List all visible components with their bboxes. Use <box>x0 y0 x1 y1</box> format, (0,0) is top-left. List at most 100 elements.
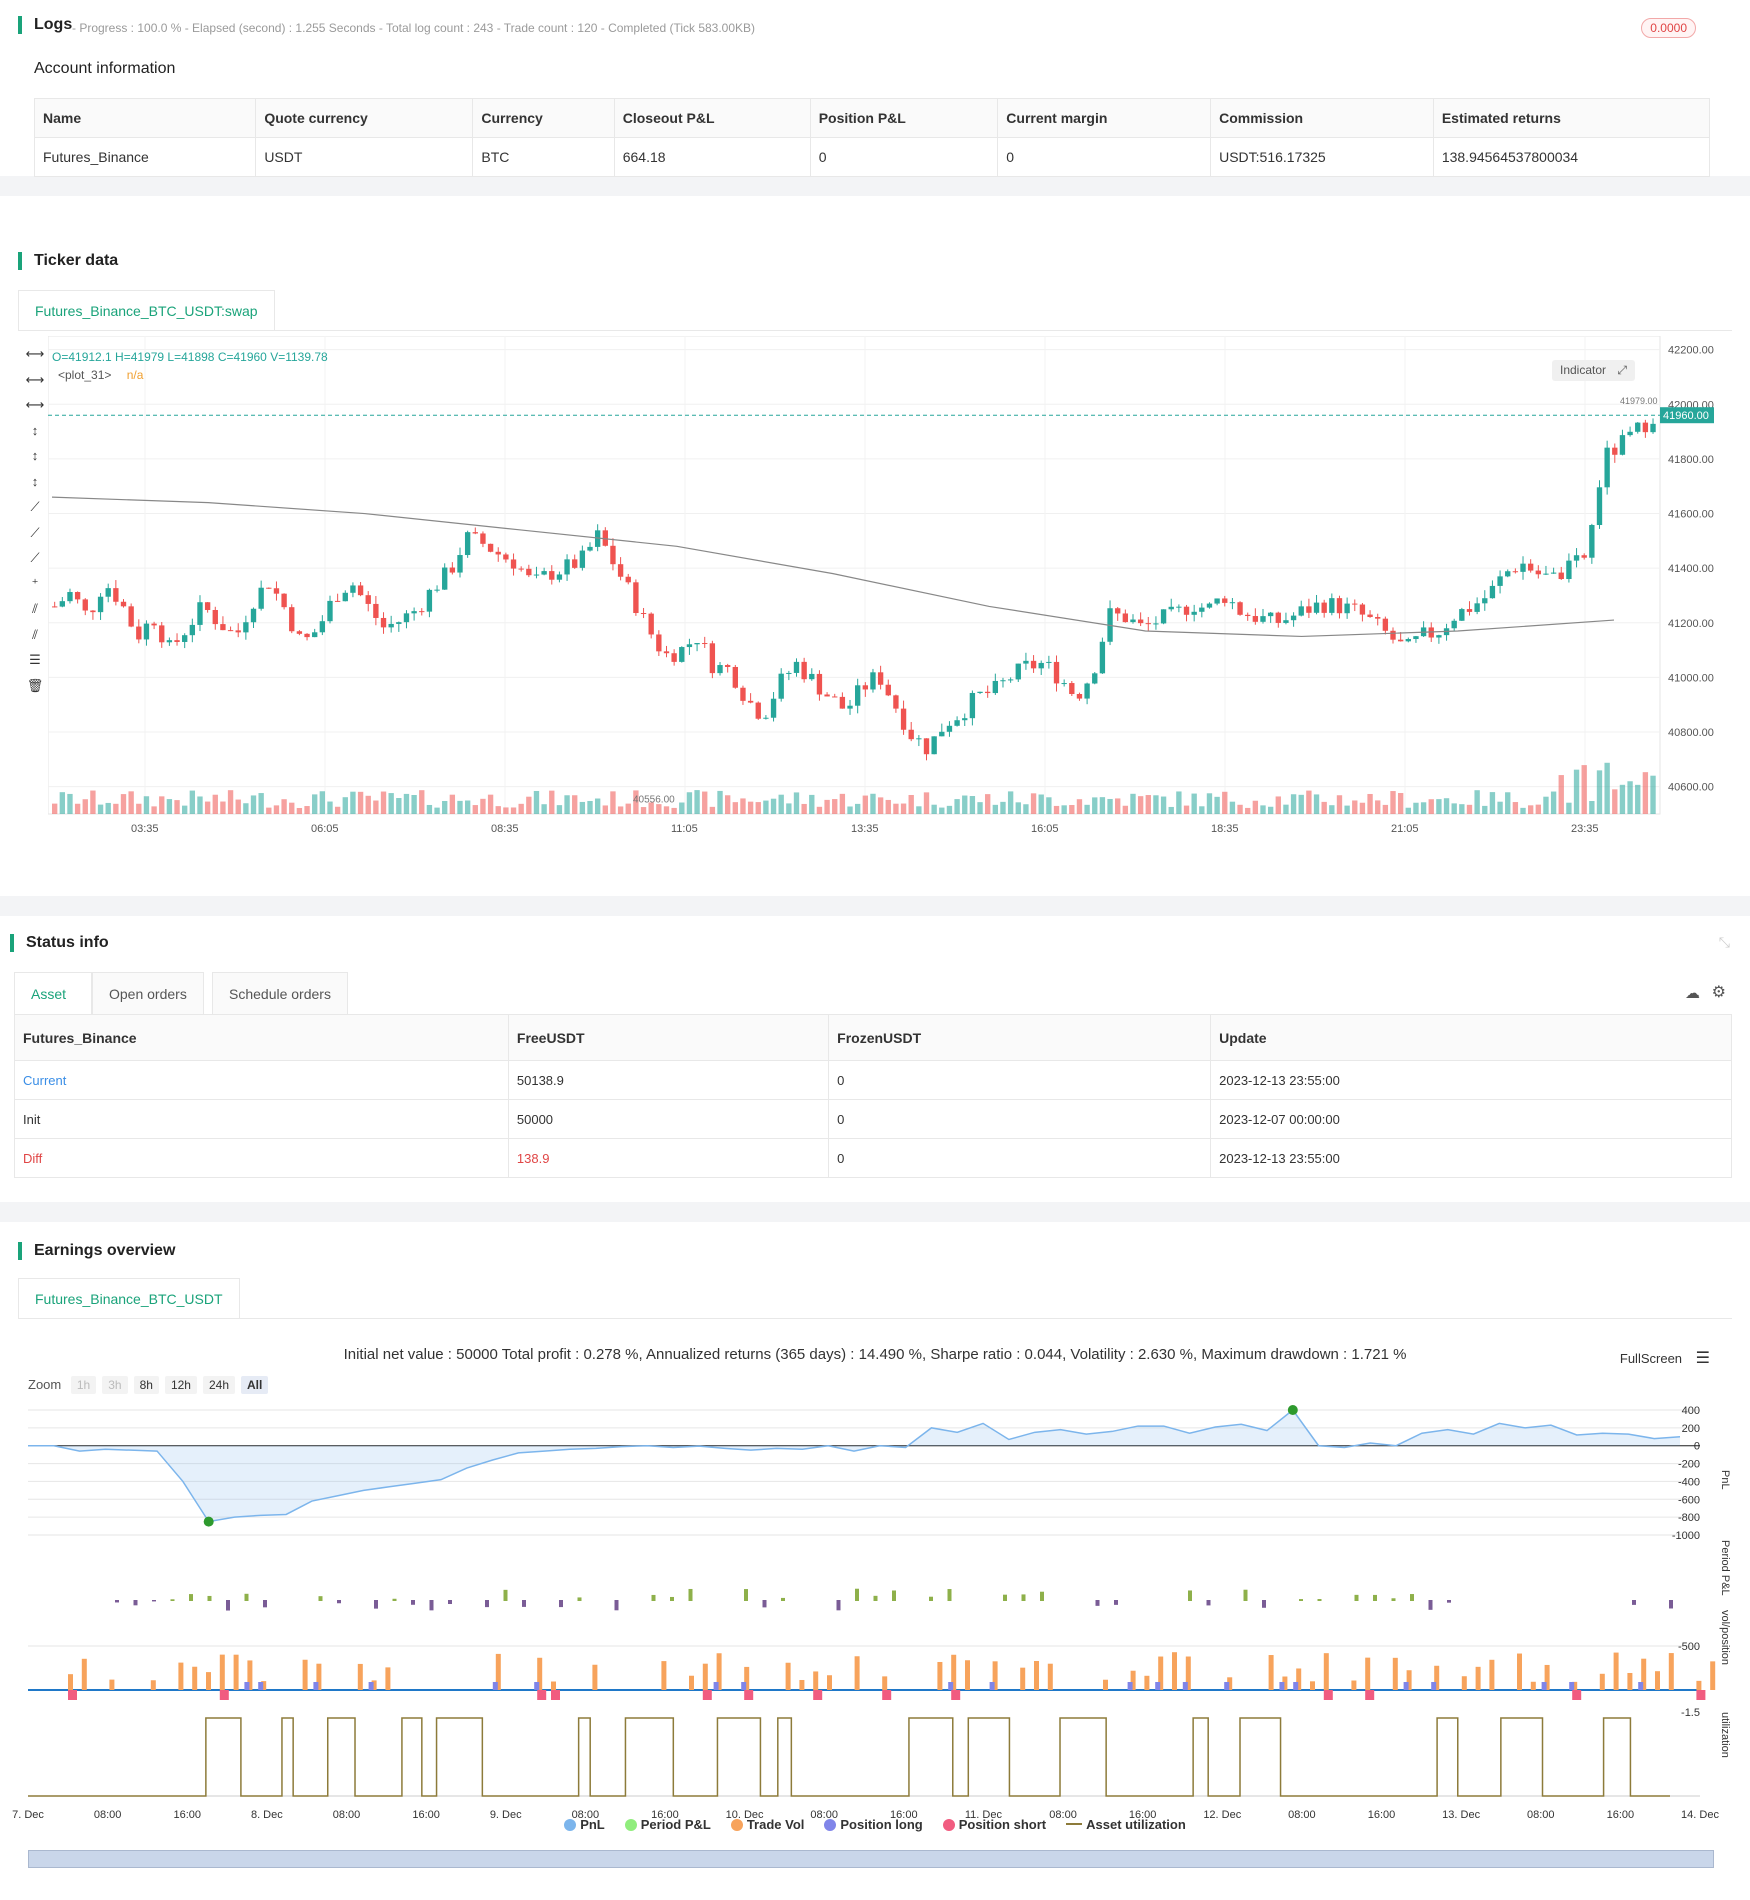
candle-body <box>916 738 922 740</box>
candle-body <box>1474 603 1480 612</box>
volume-bar <box>52 803 58 814</box>
position-long-bar <box>534 1682 540 1690</box>
parallel-channel-icon[interactable]: ⫽ <box>32 601 38 616</box>
fullscreen-button[interactable]: FullScreen ☰ <box>1620 1348 1710 1368</box>
period-pnl-bar <box>133 1600 138 1606</box>
candle-body <box>1199 607 1205 612</box>
vertical-ray-icon[interactable]: ↕ <box>31 448 39 463</box>
trade-vol-bar <box>1696 1680 1702 1690</box>
volume-bar <box>1168 806 1174 814</box>
candle-body <box>579 550 586 568</box>
trade-vol-bar <box>1103 1679 1108 1690</box>
volume-bar <box>1382 804 1389 814</box>
vertical-segment-icon[interactable]: ↕ <box>31 473 39 489</box>
period-pnl-bar <box>1317 1599 1322 1601</box>
volume-bar <box>1222 791 1228 814</box>
volume-bar <box>472 805 478 814</box>
fib-icon[interactable]: ☰ <box>29 652 41 667</box>
candle-body <box>824 694 830 697</box>
candle-body <box>1069 683 1075 695</box>
time-tick-label: 21:05 <box>1391 823 1419 835</box>
candle-body <box>1413 636 1419 640</box>
volume-bar <box>442 800 448 814</box>
cloud-download-icon[interactable]: ☁ <box>1685 985 1700 1002</box>
tab-ticker-symbol[interactable]: Futures_Binance_BTC_USDT:swap <box>18 290 275 330</box>
extended-line-icon[interactable]: ⟷ <box>25 397 45 412</box>
candle-body <box>464 532 471 556</box>
horizontal-ray-icon[interactable]: ⟷ <box>25 371 45 387</box>
zoom-button-24h[interactable]: 24h <box>202 1376 235 1394</box>
gear-icon[interactable]: ⚙ <box>1711 984 1726 1001</box>
legend-item[interactable]: Asset utilization <box>1066 1817 1186 1832</box>
zoom-button-8h[interactable]: 8h <box>133 1376 159 1394</box>
tab-asset[interactable]: Asset <box>14 972 92 1014</box>
regression-icon[interactable]: ⫽ <box>32 626 38 642</box>
candle-body <box>1520 563 1526 572</box>
trash-icon[interactable]: 🗑 <box>26 677 44 693</box>
trade-vol-bar <box>661 1661 667 1690</box>
candle-body <box>671 653 677 662</box>
tab-earnings-symbol[interactable]: Futures_Binance_BTC_USDT <box>18 1278 240 1318</box>
pnl-axis-title: PnL <box>1719 1470 1731 1490</box>
text-icon[interactable]: ⁺ <box>31 575 39 591</box>
trade-vol-bar <box>1310 1681 1315 1690</box>
ray-icon[interactable]: ⟋ <box>30 524 40 540</box>
candle-body <box>732 666 738 688</box>
candle-body <box>120 601 127 607</box>
candle-body <box>1321 602 1327 613</box>
legend-item[interactable]: PnL <box>564 1817 605 1832</box>
indicator-button[interactable]: Indicator ⤢ <box>1552 360 1635 381</box>
volume-bar <box>633 790 639 814</box>
volume-bar <box>1199 806 1205 814</box>
vertical-line-icon[interactable]: ↕ <box>31 422 39 438</box>
volume-bar <box>870 793 876 814</box>
trade-vol-bar <box>1365 1657 1371 1690</box>
horizontal-line-icon[interactable]: ⟷ <box>25 346 45 361</box>
trend-line-icon[interactable]: ⟋ <box>30 499 40 514</box>
volume-bar <box>1413 802 1419 814</box>
candle-body <box>495 551 501 555</box>
candle-body <box>939 731 945 737</box>
column-header: Current margin <box>997 98 1212 138</box>
volume-bar <box>220 801 226 814</box>
volume-bar <box>908 794 914 814</box>
legend-item[interactable]: Trade Vol <box>730 1817 804 1832</box>
candle-body <box>1046 661 1052 663</box>
x-tick-label: 9. Dec <box>490 1809 522 1821</box>
trade-vol-bar <box>316 1663 322 1690</box>
extended-trend-icon[interactable]: ⟋ <box>30 550 40 565</box>
collapse-icon[interactable]: ⤡ <box>1718 934 1730 950</box>
zoom-button-12h[interactable]: 12h <box>164 1376 197 1394</box>
period-pnl-bar <box>263 1600 267 1608</box>
candle-body <box>1038 662 1044 669</box>
tab-schedule-orders[interactable]: Schedule orders <box>212 972 348 1014</box>
tab-open-orders[interactable]: Open orders <box>92 972 204 1014</box>
legend-item[interactable]: Position long <box>824 1817 923 1832</box>
candle-body <box>1566 560 1572 580</box>
legend-item[interactable]: Position short <box>942 1817 1046 1832</box>
x-tick-label: 16:00 <box>1368 1809 1396 1821</box>
trade-vol-bar <box>1655 1671 1660 1690</box>
candlestick-chart[interactable]: 42200.0042000.0041800.0041600.0041400.00… <box>48 336 1748 856</box>
legend-item[interactable]: Period P&L <box>624 1817 711 1832</box>
candle-body <box>640 613 647 615</box>
plot-legend: <plot_31> n/a <box>58 368 143 382</box>
column-header: Quote currency <box>255 98 474 138</box>
trade-vol-bar <box>219 1654 225 1690</box>
volume-bar <box>1298 794 1304 814</box>
column-header: Closeout P&L <box>613 98 811 138</box>
trade-vol-bar <box>551 1681 556 1690</box>
trade-vol-bar <box>689 1675 694 1690</box>
volume-bar <box>90 790 96 814</box>
earnings-chart[interactable]: 400 200 0 -200 -400 -600 -800 -1000 PnL -500 Perio… <box>0 1400 1750 1870</box>
zoom-button-3h[interactable]: 3h <box>102 1376 128 1394</box>
volume-bar <box>816 806 823 814</box>
volume-bar <box>258 793 264 814</box>
zoom-button-1h[interactable]: 1h <box>70 1376 97 1394</box>
x-tick-label: 11. Dec <box>965 1809 1003 1821</box>
table-row: Current 50138.9 0 2023-12-13 23:55:00 <box>14 1060 1732 1100</box>
volume-bar <box>1076 799 1083 814</box>
navigator-bar[interactable] <box>28 1850 1714 1868</box>
time-tick-label: 03:35 <box>131 823 159 835</box>
zoom-button-All[interactable]: All <box>241 1376 269 1394</box>
